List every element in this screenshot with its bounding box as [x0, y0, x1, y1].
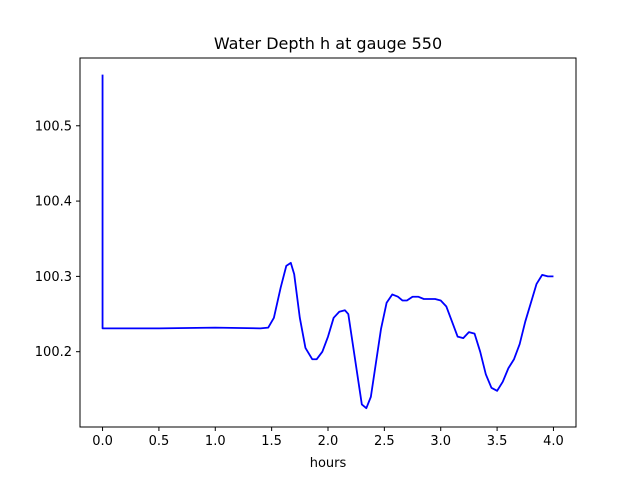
y-tick-label: 100.4 [35, 195, 72, 210]
x-tick-label: 0.5 [149, 434, 170, 449]
plot-area [79, 57, 577, 428]
y-axis-ticks: 100.2 100.3 100.4 100.5 [35, 119, 80, 360]
x-tick-label: 2.5 [374, 434, 395, 449]
axes-background [80, 58, 576, 427]
x-tick-label: 1.5 [261, 434, 282, 449]
x-tick-label: 1.0 [205, 434, 226, 449]
y-tick-label: 100.5 [35, 119, 72, 134]
x-tick-label: 2.0 [318, 434, 339, 449]
x-tick-label: 3.0 [430, 434, 451, 449]
x-tick-label: 3.5 [487, 434, 508, 449]
y-tick-label: 100.2 [35, 345, 72, 360]
y-tick-label: 100.3 [35, 270, 72, 285]
x-axis-ticks: 0.0 0.5 1.0 1.5 2.0 2.5 3.0 3.5 4.0 [92, 427, 564, 449]
chart-title: Water Depth h at gauge 550 [214, 34, 442, 53]
x-tick-label: 0.0 [92, 434, 113, 449]
x-tick-label: 4.0 [543, 434, 564, 449]
x-axis-label: hours [310, 456, 347, 471]
series-line [101, 74, 554, 410]
